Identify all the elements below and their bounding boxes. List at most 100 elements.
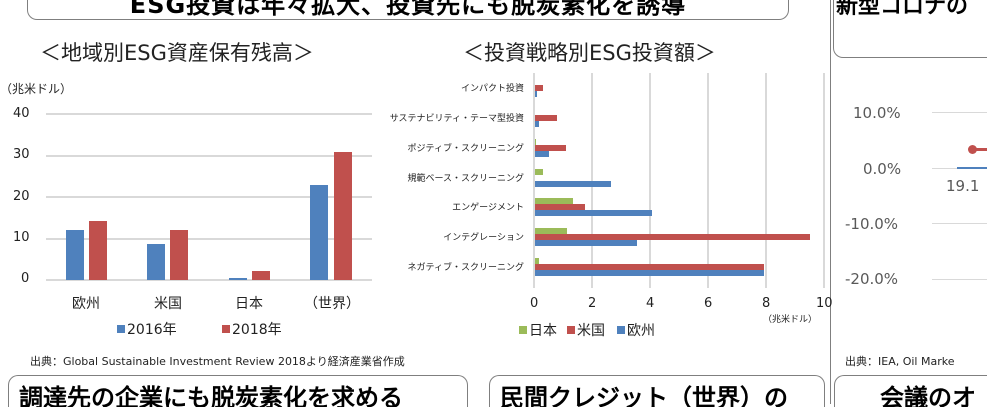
- y-tick: -10.0%: [845, 215, 899, 233]
- category-label: 日本: [235, 296, 263, 312]
- source-note: 出典：Global Sustainable Investment Review …: [30, 355, 405, 368]
- bar-us-2018: [170, 230, 188, 280]
- bottom-title-2: 民間クレジット（世界）の: [500, 384, 788, 407]
- bar-integ-us: [535, 234, 810, 240]
- strategy-label: 規範ベース・スクリーニング: [407, 174, 524, 184]
- gridline: [591, 73, 593, 288]
- x-tick: 6: [704, 296, 713, 311]
- left-chart-title: ＜地域別ESG資産保有残高＞: [40, 41, 314, 65]
- x-tick: 10: [816, 296, 833, 311]
- bar-world-2018: [334, 152, 352, 280]
- gridline: [932, 223, 987, 224]
- strategy-label: エンゲージメント: [452, 203, 524, 213]
- legend-swatch-red: [222, 325, 230, 333]
- gridline: [46, 113, 372, 115]
- right-chart-title: ＜投資戦略別ESG投資額＞: [463, 41, 716, 65]
- bar-impact-eu: [535, 91, 537, 97]
- x-tick: 2: [588, 296, 597, 311]
- y-tick: 10.0%: [853, 104, 901, 122]
- legend-japan: 日本: [519, 320, 557, 340]
- legend-europe: 欧州: [617, 320, 655, 340]
- bar-sustain-eu: [535, 121, 539, 127]
- x-tick: 4: [646, 296, 655, 311]
- line-marker-red: [968, 145, 977, 154]
- left-chart-unit: （兆米ドル）: [0, 82, 73, 96]
- y-tick: 0: [21, 271, 30, 286]
- legend-label: 米国: [577, 323, 605, 339]
- y-tick: 20: [13, 189, 30, 204]
- bottom-title-3: 会議のオ: [880, 384, 976, 407]
- bar-negative-eu: [535, 270, 764, 276]
- legend-swatch-red: [567, 326, 575, 334]
- bottom-title-box-3: 会議のオ: [834, 375, 987, 407]
- bar-impact-us: [535, 85, 543, 91]
- line-series-red: [975, 148, 987, 151]
- bottom-title-1: 調達先の企業にも脱炭素化を求める: [19, 384, 403, 407]
- right-title-line1: 新型コロナの: [836, 0, 969, 19]
- legend-label: 日本: [529, 323, 557, 339]
- x-tick: 8: [762, 296, 771, 311]
- bar-positive-jp: [535, 139, 536, 145]
- legend-swatch-green: [519, 326, 527, 334]
- gridline: [46, 155, 372, 157]
- bar-negative-jp: [535, 258, 539, 264]
- legend-label: 2016年: [127, 322, 177, 338]
- gridline: [46, 279, 372, 281]
- strategy-label: ポジティブ・スクリーニング: [407, 144, 524, 154]
- bar-engage-us: [535, 204, 585, 210]
- bar-integ-eu: [535, 240, 637, 246]
- main-title: ESG投資は年々拡大、投資先にも脱炭素化を誘導: [129, 0, 687, 19]
- bar-engage-jp: [535, 198, 573, 204]
- y-tick: 40: [13, 106, 30, 121]
- gridline: [932, 112, 987, 113]
- legend-swatch-blue: [617, 326, 625, 334]
- bar-negative-us: [535, 264, 764, 270]
- bar-us-2016: [147, 244, 165, 280]
- category-label: 欧州: [72, 296, 100, 312]
- gridline: [823, 73, 825, 288]
- x-tick: 0: [530, 296, 539, 311]
- y-tick: 0.0%: [863, 160, 902, 178]
- right-title-box: 新型コロナの ー: [833, 0, 987, 58]
- legend-label: 欧州: [627, 323, 655, 339]
- gridline: [533, 73, 535, 288]
- main-title-box: ESG投資は年々拡大、投資先にも脱炭素化を誘導: [27, 0, 789, 20]
- gridline: [932, 279, 987, 280]
- strategy-label: サステナビリティ・テーマ型投資: [389, 114, 524, 124]
- panel-divider: [830, 0, 831, 404]
- y-tick: 30: [13, 147, 30, 162]
- bar-norms-eu: [535, 181, 611, 187]
- bar-europe-2016: [66, 230, 84, 280]
- line-series-blue: [957, 167, 987, 169]
- x-tick: 19.1: [946, 177, 980, 195]
- bar-engage-eu: [535, 210, 652, 216]
- bar-europe-2018: [89, 221, 107, 280]
- bottom-title-box-2: 民間クレジット（世界）の: [489, 375, 825, 407]
- gridline: [707, 73, 709, 288]
- bottom-title-box-1: 調達先の企業にも脱炭素化を求める: [8, 375, 468, 407]
- bar-japan-2018: [252, 271, 270, 280]
- legend-2018: 2018年: [222, 319, 282, 339]
- strategy-label: インパクト投資: [460, 84, 524, 94]
- bar-norms-jp: [535, 169, 543, 175]
- legend-us: 米国: [567, 320, 605, 340]
- bar-positive-eu: [535, 151, 549, 157]
- category-label: （世界）: [304, 296, 360, 312]
- gridline: [765, 73, 767, 288]
- legend-2016: 2016年: [117, 319, 177, 339]
- strategy-label: ネガティブ・スクリーニング: [407, 263, 524, 273]
- bar-positive-us: [535, 145, 566, 151]
- bar-sustain-us: [535, 115, 557, 121]
- bar-world-2016: [310, 185, 328, 280]
- gridline: [649, 73, 651, 288]
- strategy-label: インテグレーション: [443, 233, 524, 243]
- bar-integ-jp: [535, 228, 567, 234]
- category-label: 米国: [154, 296, 182, 312]
- legend-label: 2018年: [232, 322, 282, 338]
- gridline: [46, 238, 372, 240]
- bar-japan-2016: [229, 278, 247, 280]
- y-tick: -20.0%: [845, 270, 899, 288]
- x-unit: （兆米ドル）: [763, 315, 818, 325]
- legend-swatch-blue: [117, 325, 125, 333]
- source-note-right: 出典：IEA, Oil Marke: [845, 355, 955, 368]
